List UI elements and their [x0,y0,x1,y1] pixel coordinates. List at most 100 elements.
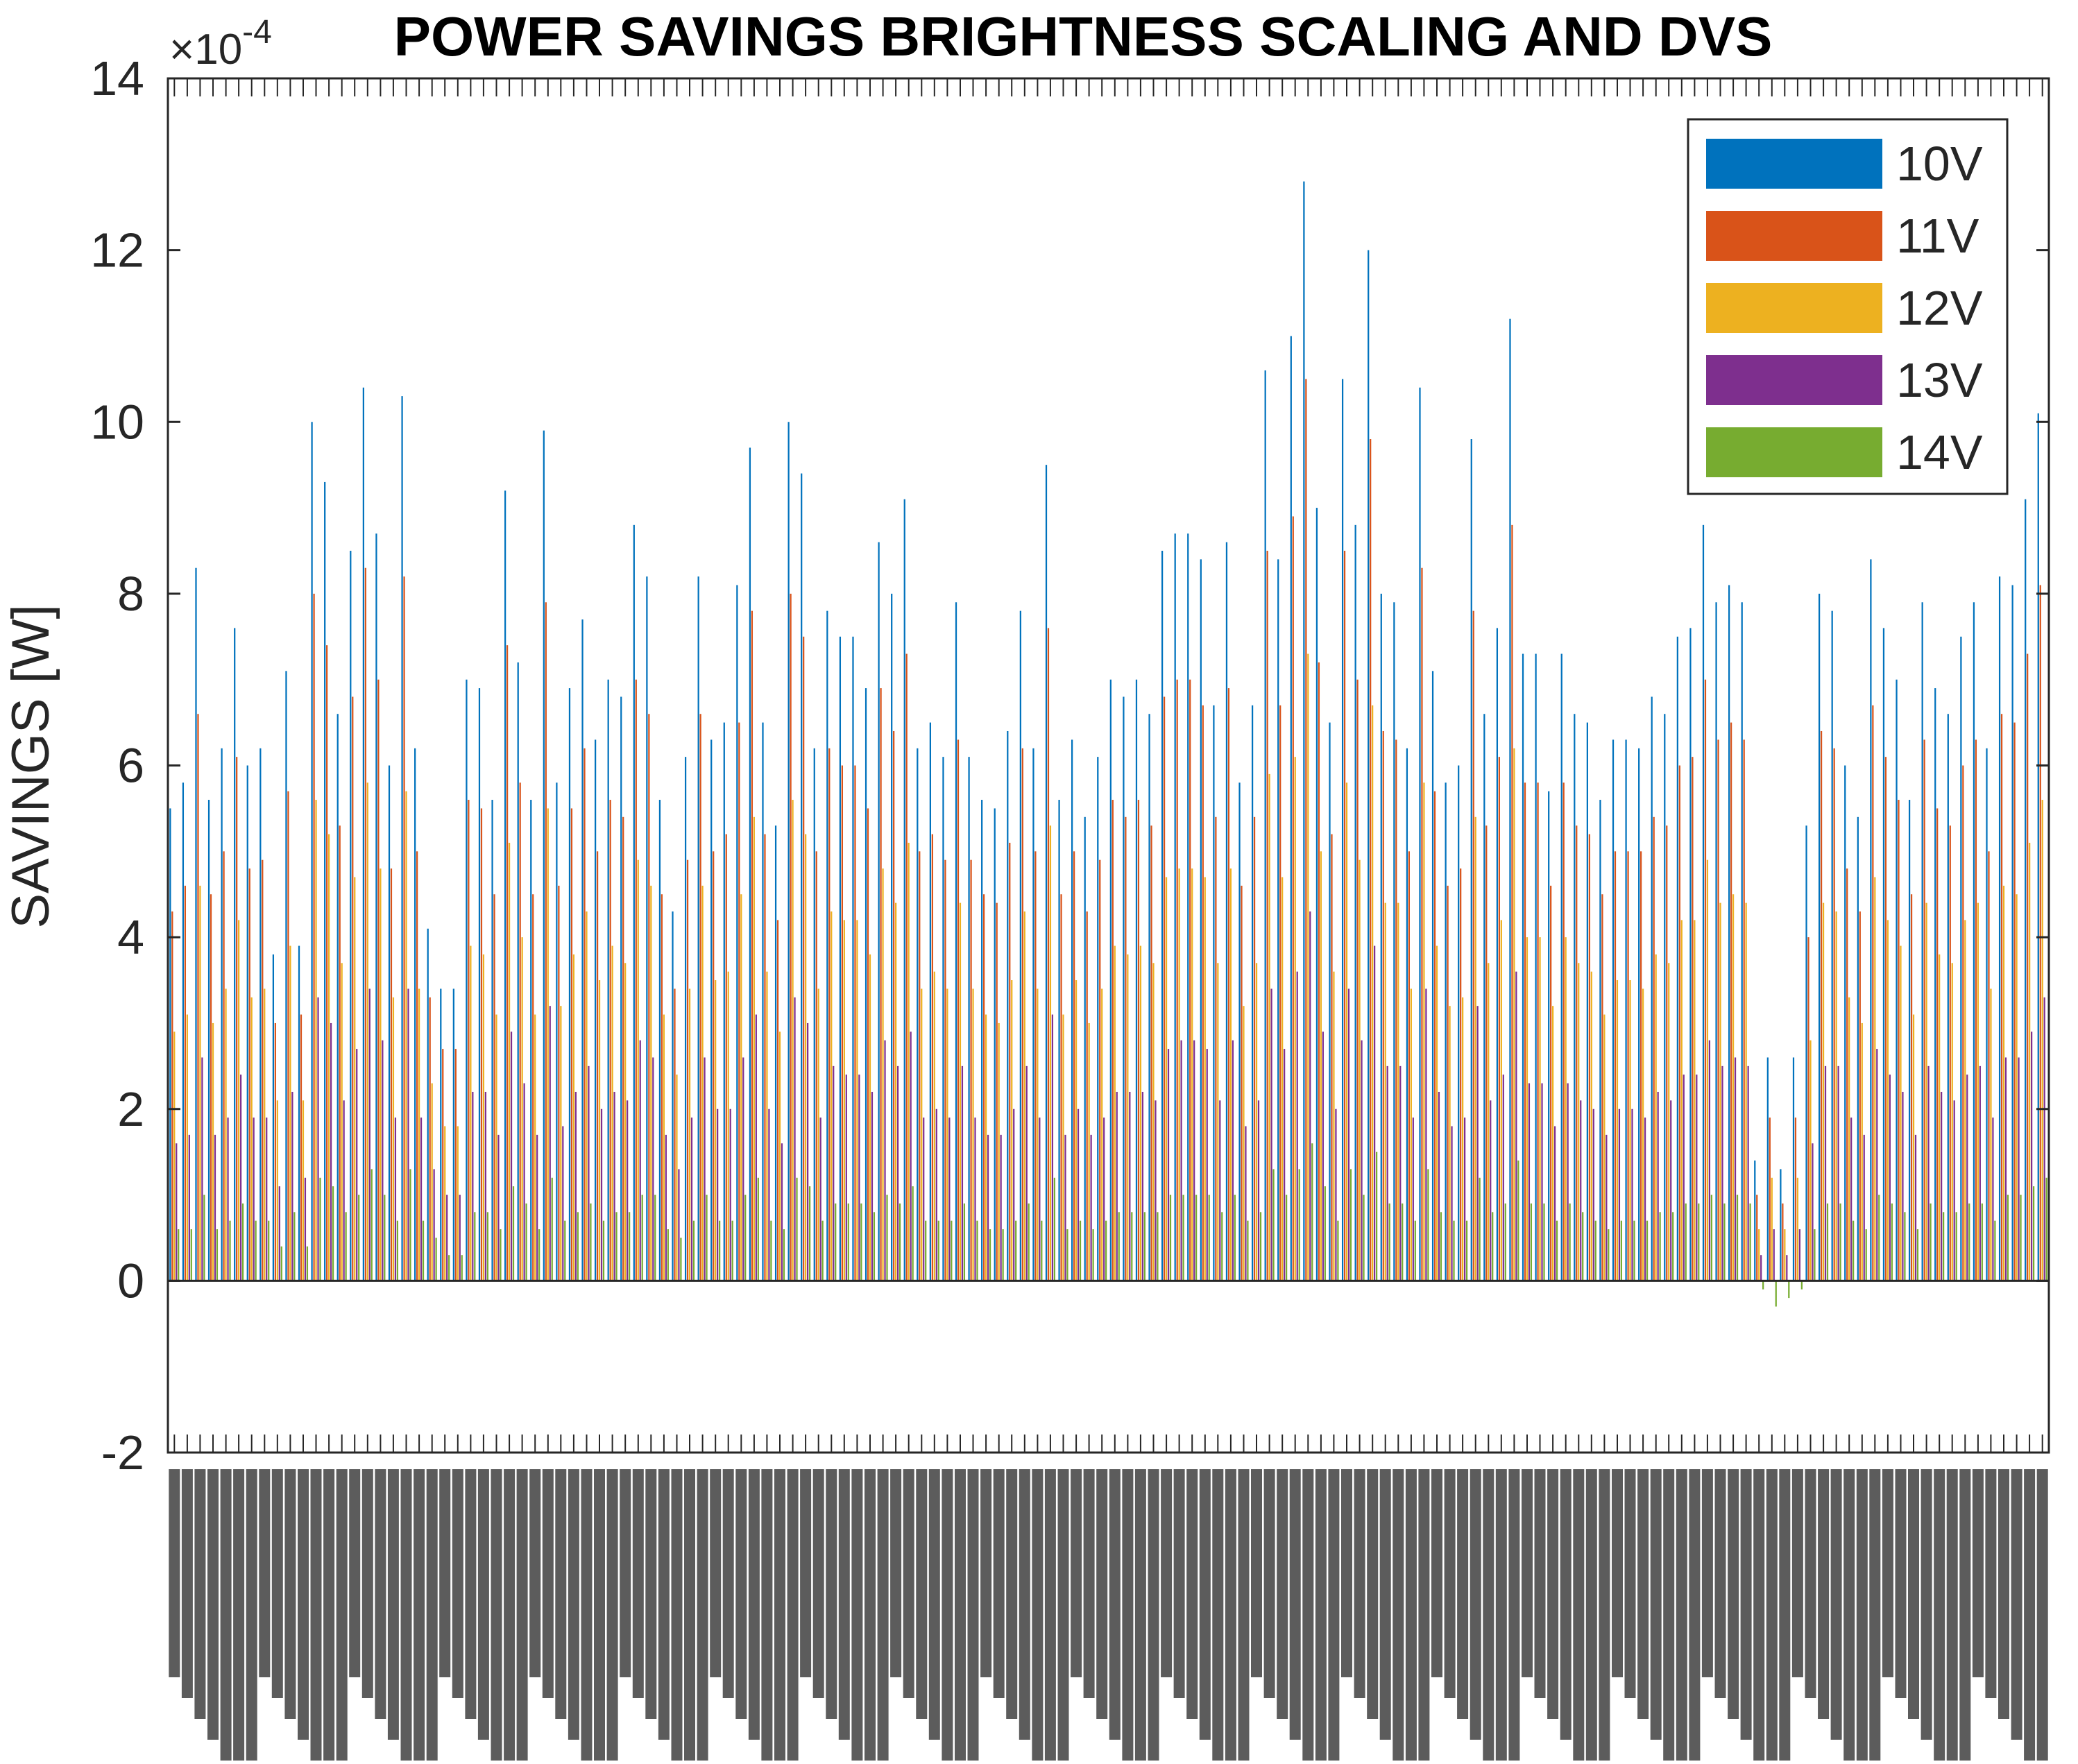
x-tick-label-mark [194,1469,206,1719]
bar-11V-117 [1666,825,1668,1281]
bar-10V-116 [1651,696,1653,1281]
bar-12V-134 [1887,920,1889,1281]
x-tick-label-mark [761,1469,773,1761]
bar-12V-85 [1255,963,1258,1281]
bar-14V-145 [2032,1186,2035,1281]
x-tick-label-mark [1585,1469,1597,1764]
bar-14V-2 [190,1229,192,1281]
bar-13V-144 [2018,1057,2020,1281]
bar-14V-78 [1169,1194,1172,1281]
bar-14V-19 [409,1169,411,1281]
bar-13V-93 [1361,1040,1363,1281]
bar-12V-67 [1023,911,1025,1281]
bar-14V-36 [629,1212,631,1281]
bar-14V-59 [925,1220,927,1281]
bar-13V-44 [729,1108,731,1281]
bar-14V-122 [1736,1194,1739,1281]
bar-10V-19 [401,396,403,1281]
bar-12V-65 [998,1022,1000,1281]
bar-13V-124 [1760,1255,1762,1281]
bar-11V-128 [1807,937,1809,1281]
bar-14V-15 [358,1194,360,1281]
bar-10V-115 [1638,748,1640,1281]
bar-11V-55 [867,808,869,1281]
bar-14V-114 [1633,1220,1635,1281]
bar-12V-32 [572,954,575,1281]
bar-10V-40 [672,911,674,1281]
bar-13V-37 [639,1040,641,1281]
bar-14V-111 [1594,1220,1596,1281]
bar-10V-99 [1431,671,1434,1281]
bar-14V-31 [564,1220,566,1281]
bar-10V-76 [1135,679,1138,1281]
bar-13V-5 [227,1118,229,1281]
bar-10V-35 [607,679,609,1281]
bar-13V-42 [704,1057,706,1281]
bar-13V-67 [1025,1065,1028,1281]
bar-12V-31 [560,1006,562,1281]
legend: 10V 11V 12V 13V 14V [1687,118,2009,495]
bar-10V-15 [350,550,352,1281]
bar-12V-142 [1990,988,1992,1281]
bar-11V-41 [686,859,689,1281]
bar-11V-83 [1227,688,1230,1281]
bar-14V-128 [1814,1229,1816,1281]
bar-14V-127 [1800,1281,1803,1290]
x-tick-label-mark [1985,1469,1997,1698]
bar-13V-99 [1438,1091,1440,1281]
bar-14V-24 [474,1212,476,1281]
bar-12V-51 [817,988,819,1281]
x-tick-label-mark [1019,1469,1030,1740]
bar-13V-138 [1941,1091,1943,1281]
bar-10V-30 [543,430,545,1281]
bar-14V-118 [1685,1203,1687,1281]
bar-13V-4 [214,1134,216,1281]
bar-14V-13 [332,1186,334,1281]
bar-14V-144 [2020,1194,2022,1281]
bar-13V-52 [833,1065,835,1281]
bar-14V-113 [1620,1220,1623,1281]
bar-14V-63 [976,1220,978,1281]
legend-swatch-10V [1706,139,1882,189]
bar-11V-141 [1975,739,1977,1281]
y-axis-label: SAVINGS [W] [1,604,60,928]
bar-12V-121 [1719,902,1721,1281]
bar-13V-100 [1451,1126,1453,1281]
bar-10V-34 [594,739,597,1281]
bar-13V-94 [1374,945,1376,1281]
bar-10V-94 [1368,250,1370,1281]
bar-13V-137 [1927,1065,1930,1281]
bar-13V-14 [343,1100,345,1281]
bar-14V-7 [255,1220,257,1281]
bar-11V-69 [1047,628,1050,1281]
bar-12V-10 [289,945,291,1281]
bar-12V-2 [186,1014,188,1281]
bar-14V-81 [1208,1194,1210,1281]
bar-10V-83 [1225,542,1228,1281]
bar-14V-48 [783,1229,785,1281]
bar-10V-63 [968,757,970,1281]
y-tick-label: 4 [117,910,144,964]
bar-14V-53 [847,1203,849,1281]
bar-11V-129 [1820,730,1823,1281]
bar-10V-111 [1586,722,1588,1281]
x-tick-label-mark [812,1469,824,1698]
bar-13V-73 [1103,1118,1105,1281]
bar-11V-44 [725,834,727,1281]
bar-11V-52 [828,748,831,1281]
bar-12V-55 [869,954,871,1281]
bar-10V-136 [1908,800,1911,1281]
bar-14V-97 [1414,1220,1416,1281]
bar-11V-49 [790,593,792,1281]
bar-14V-55 [873,1212,876,1281]
x-tick-label-mark [1367,1469,1379,1719]
x-tick-label-mark [916,1469,928,1719]
bar-10V-1 [169,808,171,1281]
bar-12V-19 [405,791,407,1281]
x-tick-label-mark [1148,1469,1159,1764]
bar-12V-1 [173,1031,176,1281]
x-tick-label-mark [1946,1469,1958,1764]
x-tick-label-mark [980,1469,992,1677]
bar-13V-86 [1270,988,1272,1281]
bar-12V-128 [1809,1040,1812,1281]
